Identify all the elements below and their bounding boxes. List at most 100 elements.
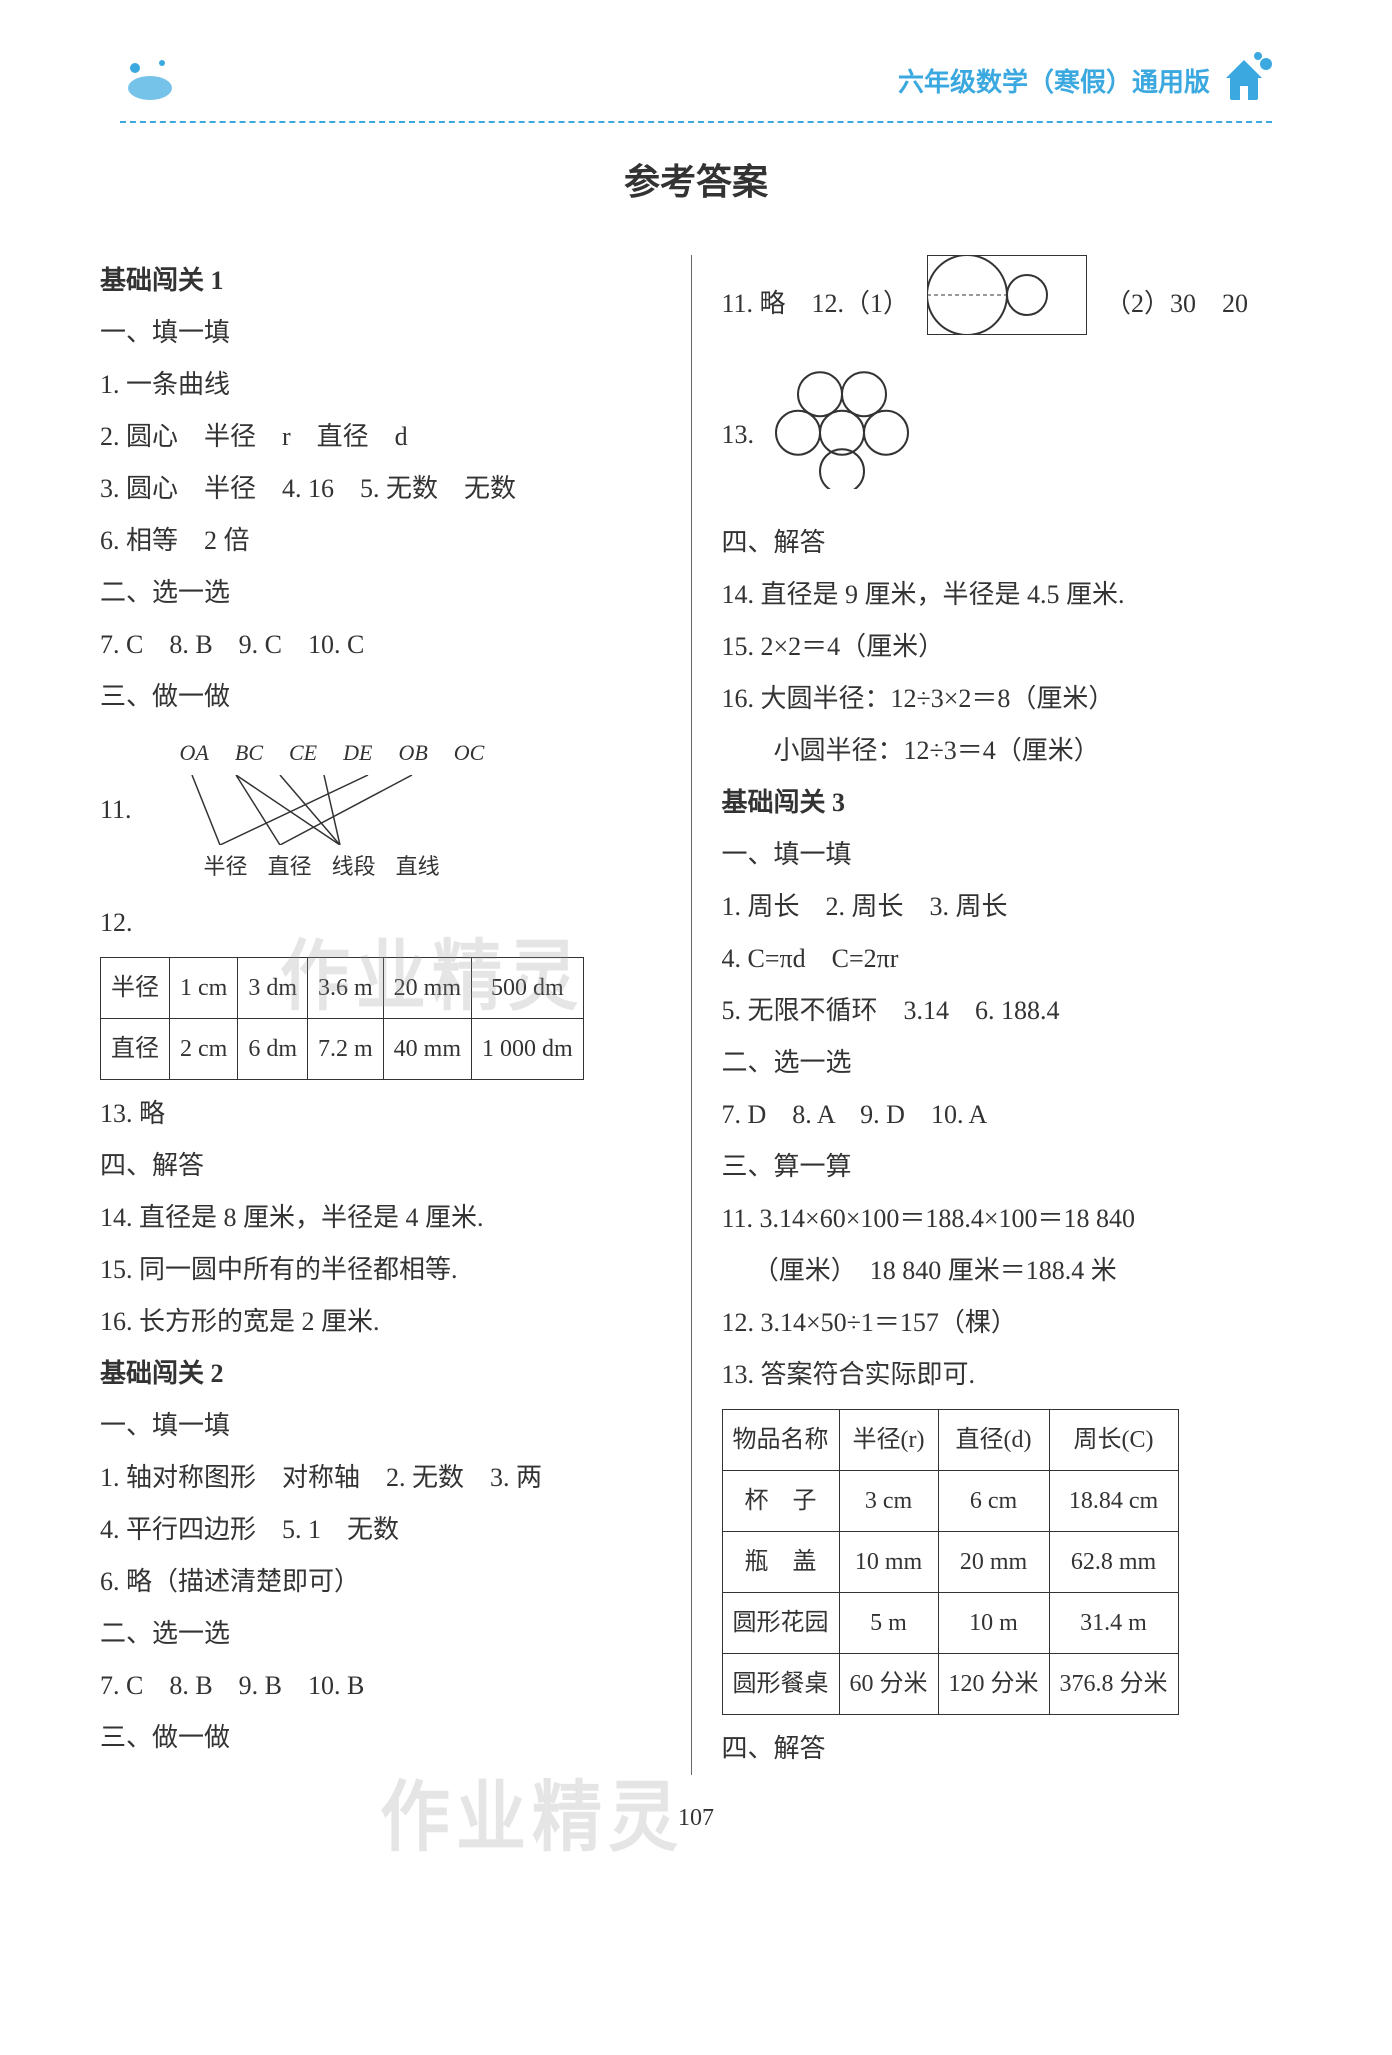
- answer-line: （2）30 20: [1105, 278, 1248, 330]
- match-bottom-label: 半径: [204, 845, 248, 889]
- part-label: 二、选一选: [100, 1608, 671, 1660]
- table-cell: 376.8 分米: [1049, 1654, 1178, 1715]
- table-cell: 6 cm: [938, 1471, 1049, 1532]
- answer-line: 4. 平行四边形 5. 1 无数: [100, 1504, 671, 1556]
- table-cell: 10 m: [938, 1593, 1049, 1654]
- part-label: 四、解答: [722, 1723, 1293, 1775]
- table-cell: 3 cm: [839, 1471, 938, 1532]
- table-cell: 杯 子: [722, 1471, 839, 1532]
- answer-line: 16. 大圆半径：12÷3×2＝8（厘米）: [722, 673, 1293, 725]
- answer-line: 14. 直径是 8 厘米，半径是 4 厘米.: [100, 1192, 671, 1244]
- table-cell: 500 dm: [472, 958, 584, 1019]
- left-column: 基础闯关 1 一、填一填 1. 一条曲线 2. 圆心 半径 r 直径 d 3. …: [100, 255, 692, 1775]
- answer-line: 12. 3.14×50÷1＝157（棵）: [722, 1297, 1293, 1349]
- table-cell: 20 mm: [938, 1532, 1049, 1593]
- answer-line: 15. 2×2＝4（厘米）: [722, 621, 1293, 673]
- house-icon: [1218, 50, 1272, 111]
- part-label: 三、算一算: [722, 1141, 1293, 1193]
- table-cell: 3.6 m: [308, 958, 384, 1019]
- table-header-cell: 周长(C): [1049, 1410, 1178, 1471]
- answer-line: 5. 无限不循环 3.14 6. 188.4: [722, 985, 1293, 1037]
- table-cell: 1 cm: [170, 958, 238, 1019]
- table-cell: 直径: [101, 1019, 170, 1080]
- table-cell: 5 m: [839, 1593, 938, 1654]
- answer-line: 6. 略（描述清楚即可）: [100, 1556, 671, 1608]
- match-top-label: OC: [454, 731, 485, 775]
- answer-line: 13. 答案符合实际即可.: [722, 1349, 1293, 1401]
- table-cell: 31.4 m: [1049, 1593, 1178, 1654]
- part-label: 四、解答: [722, 517, 1293, 569]
- answer-line: 11. 3.14×60×100＝188.4×100＝18 840: [722, 1193, 1293, 1245]
- answer-line: 13. 略: [100, 1088, 671, 1140]
- section-3-heading: 基础闯关 3: [722, 777, 1293, 829]
- section-1-heading: 基础闯关 1: [100, 255, 671, 307]
- answer-prefix: 11.: [100, 784, 132, 836]
- answer-line: 7. D 8. A 9. D 10. A: [722, 1089, 1293, 1141]
- part-label: 三、做一做: [100, 671, 671, 723]
- table-cell: 60 分米: [839, 1654, 938, 1715]
- table-header-cell: 直径(d): [938, 1410, 1049, 1471]
- part-label: 三、做一做: [100, 1712, 671, 1764]
- table-cell: 40 mm: [383, 1019, 471, 1080]
- match-top-label: CE: [289, 731, 317, 775]
- answer-line: 4. C=πd C=2πr: [722, 933, 1293, 985]
- table-cell: 半径: [101, 958, 170, 1019]
- table-items-circumference: 物品名称半径(r)直径(d)周长(C) 杯 子3 cm6 cm18.84 cm 瓶 …: [722, 1409, 1179, 1715]
- table-cell: 18.84 cm: [1049, 1471, 1178, 1532]
- answer-line: 7. C 8. B 9. B 10. B: [100, 1660, 671, 1712]
- part-label: 二、选一选: [722, 1037, 1293, 1089]
- rect-circles-figure: [927, 255, 1087, 353]
- match-top-label: OB: [398, 731, 427, 775]
- answer-line: 7. C 8. B 9. C 10. C: [100, 619, 671, 671]
- table-cell: 6 dm: [238, 1019, 308, 1080]
- answer-line: （厘米） 18 840 厘米＝188.4 米: [722, 1245, 1293, 1297]
- answer-line: 1. 一条曲线: [100, 359, 671, 411]
- table-radius-diameter: 半径1 cm3 dm3.6 m20 mm500 dm 直径2 cm6 dm7.2 …: [100, 957, 584, 1080]
- header-divider: [120, 121, 1272, 123]
- match-top-label: DE: [343, 731, 372, 775]
- answer-line: 11. 略 12.（1）: [722, 278, 910, 330]
- table-cell: 圆形餐桌: [722, 1654, 839, 1715]
- answer-line: 2. 圆心 半径 r 直径 d: [100, 411, 671, 463]
- answer-line: 14. 直径是 9 厘米，半径是 4.5 厘米.: [722, 569, 1293, 621]
- table-cell: 2 cm: [170, 1019, 238, 1080]
- answer-line: 16. 长方形的宽是 2 厘米.: [100, 1296, 671, 1348]
- table-cell: 10 mm: [839, 1532, 938, 1593]
- page-number: 107: [100, 1805, 1292, 1832]
- answer-line: 小圆半径：12÷3＝4（厘米）: [722, 725, 1293, 777]
- table-cell: 瓶 盖: [722, 1532, 839, 1593]
- answer-line: 6. 相等 2 倍: [100, 515, 671, 567]
- table-header-cell: 物品名称: [722, 1410, 839, 1471]
- matching-diagram: OA BC CE DE OB OC 半径直径线段直线: [180, 731, 485, 889]
- part-label: 四、解答: [100, 1140, 671, 1192]
- part-label: 一、填一填: [100, 307, 671, 359]
- answer-prefix: 12.: [100, 897, 671, 949]
- table-cell: 圆形花园: [722, 1593, 839, 1654]
- table-cell: 20 mm: [383, 958, 471, 1019]
- table-cell: 62.8 mm: [1049, 1532, 1178, 1593]
- match-bottom-label: 直径: [268, 845, 312, 889]
- page-title: 参考答案: [100, 153, 1292, 205]
- answer-line: 3. 圆心 半径 4. 16 5. 无数 无数: [100, 463, 671, 515]
- table-cell: 1 000 dm: [472, 1019, 584, 1080]
- answer-prefix: 13.: [722, 409, 755, 461]
- answer-line: 1. 轴对称图形 对称轴 2. 无数 3. 两: [100, 1452, 671, 1504]
- table-header-cell: 半径(r): [839, 1410, 938, 1471]
- table-cell: 3 dm: [238, 958, 308, 1019]
- part-label: 一、填一填: [722, 829, 1293, 881]
- flower-circles-figure: [772, 359, 912, 507]
- match-bottom-label: 线段: [332, 845, 376, 889]
- table-cell: 120 分米: [938, 1654, 1049, 1715]
- answer-line: 1. 周长 2. 周长 3. 周长: [722, 881, 1293, 933]
- answer-line: 15. 同一圆中所有的半径都相等.: [100, 1244, 671, 1296]
- part-label: 二、选一选: [100, 567, 671, 619]
- header-subject: 六年级数学（寒假）通用版: [898, 62, 1210, 99]
- splash-icon: [120, 53, 180, 108]
- match-top-label: OA: [180, 731, 209, 775]
- right-column: 11. 略 12.（1） （2）30 20 13. 四、解答 14. 直径是 9…: [692, 255, 1293, 1775]
- table-cell: 7.2 m: [308, 1019, 384, 1080]
- match-top-label: BC: [235, 731, 263, 775]
- part-label: 一、填一填: [100, 1400, 671, 1452]
- match-bottom-label: 直线: [396, 845, 440, 889]
- section-2-heading: 基础闯关 2: [100, 1348, 671, 1400]
